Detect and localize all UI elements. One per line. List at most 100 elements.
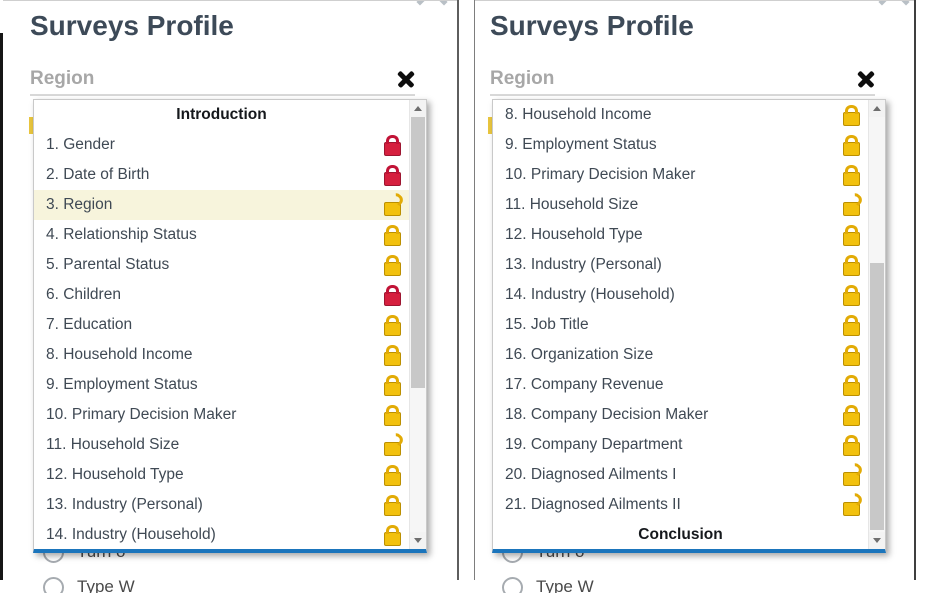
survey-question-row[interactable]: 5. Parental Status (34, 250, 409, 280)
survey-question-row[interactable]: 17. Company Revenue (493, 370, 868, 400)
survey-question-row[interactable]: 14. Industry (Household) (493, 280, 868, 310)
survey-question-row[interactable]: 19. Company Department (493, 430, 868, 460)
survey-question-row[interactable]: 9. Employment Status (34, 370, 409, 400)
survey-question-row[interactable]: 11. Household Size (493, 190, 868, 220)
lock-icon (384, 314, 401, 336)
survey-question-row[interactable]: 3. Region (34, 190, 409, 220)
question-label: 9. Employment Status (46, 376, 198, 393)
unlock-icon (384, 201, 401, 216)
page-title: Surveys Profile (490, 10, 694, 41)
question-list-dropdown: 8. Household Income 9. Employment Status 1… (492, 99, 886, 553)
lock-icon (843, 254, 860, 276)
lock-icon (384, 284, 401, 306)
scroll-up-button[interactable] (410, 100, 426, 117)
scrollbar-thumb[interactable] (411, 117, 425, 388)
survey-question-row[interactable]: 13. Industry (Personal) (34, 490, 409, 520)
question-label: 19. Company Department (505, 436, 683, 453)
question-label: 18. Company Decision Maker (505, 406, 709, 423)
scroll-up-chevron-icon[interactable] (416, 0, 448, 18)
question-label: 6. Children (46, 286, 121, 303)
question-label: 3. Region (46, 196, 113, 213)
scroll-up-button[interactable] (869, 100, 885, 117)
close-icon[interactable] (857, 70, 875, 88)
radio-option[interactable]: Type W (43, 576, 135, 593)
background-highlight-sliver (488, 117, 492, 134)
survey-question-row[interactable]: 16. Organization Size (493, 340, 868, 370)
survey-question-row[interactable]: 18. Company Decision Maker (493, 400, 868, 430)
lock-icon (843, 224, 860, 246)
question-list-dropdown: Introduction 1. Gender 2. Date of Birth 3. … (33, 99, 427, 553)
radio-option-label: Type W (77, 577, 135, 593)
question-label: 15. Job Title (505, 316, 589, 333)
radio-option[interactable]: Type W (502, 576, 594, 593)
page-title: Surveys Profile (30, 10, 234, 41)
survey-question-row[interactable]: 15. Job Title (493, 310, 868, 340)
lock-icon (384, 254, 401, 276)
survey-question-row[interactable]: 10. Primary Decision Maker (34, 400, 409, 430)
background-highlight-sliver (29, 117, 33, 134)
survey-question-row[interactable]: 4. Relationship Status (34, 220, 409, 250)
scrollbar[interactable] (868, 100, 885, 549)
lock-icon (384, 404, 401, 426)
question-label: 11. Household Size (505, 196, 639, 213)
section-header: Introduction (176, 106, 267, 123)
question-list: Introduction 1. Gender 2. Date of Birth 3. … (34, 100, 409, 549)
question-header-row: Region (490, 68, 875, 94)
survey-question-row[interactable]: 11. Household Size (34, 430, 409, 460)
lock-icon (384, 134, 401, 156)
window-border (474, 0, 475, 580)
survey-question-row[interactable]: 14. Industry (Household) (34, 520, 409, 549)
close-icon[interactable] (397, 70, 415, 88)
survey-question-row[interactable]: 13. Industry (Personal) (493, 250, 868, 280)
question-label: 17. Company Revenue (505, 376, 664, 393)
scroll-up-chevron-icon[interactable] (878, 0, 910, 18)
lock-icon (843, 374, 860, 396)
question-name-label: Region (30, 68, 95, 89)
survey-question-row[interactable]: 20. Diagnosed Ailments I (493, 460, 868, 490)
unlock-icon (843, 501, 860, 516)
survey-question-row[interactable]: 12. Household Type (34, 460, 409, 490)
window-border (475, 0, 914, 1)
survey-question-row[interactable]: 8. Household Income (34, 340, 409, 370)
lock-icon (843, 104, 860, 126)
radio-option-label: Type W (536, 577, 594, 593)
survey-panel-left: Surveys Profile Region Turn o Type W Int… (0, 0, 459, 593)
question-name-label: Region (490, 68, 555, 89)
scrollbar-thumb[interactable] (870, 263, 884, 530)
lock-icon (384, 344, 401, 366)
lock-icon (843, 164, 860, 186)
question-label: 11. Household Size (46, 436, 180, 453)
survey-panel-right: Surveys Profile Region Turn o Type W 8. … (474, 0, 916, 593)
survey-question-row[interactable]: 2. Date of Birth (34, 160, 409, 190)
survey-question-row[interactable]: 9. Employment Status (493, 130, 868, 160)
question-label: 14. Industry (Household) (505, 286, 675, 303)
survey-question-row[interactable]: 21. Diagnosed Ailments II (493, 490, 868, 520)
survey-question-row[interactable]: 7. Education (34, 310, 409, 340)
question-label: 10. Primary Decision Maker (46, 406, 237, 423)
radio-icon[interactable] (502, 576, 523, 593)
lock-icon (384, 464, 401, 486)
divider (490, 94, 875, 96)
question-label: 8. Household Income (46, 346, 193, 363)
window-border (3, 0, 458, 1)
scrollbar[interactable] (409, 100, 426, 549)
radio-icon[interactable] (43, 576, 64, 593)
question-label: 5. Parental Status (46, 256, 170, 273)
survey-question-row[interactable]: 6. Children (34, 280, 409, 310)
question-label: 12. Household Type (46, 466, 184, 483)
question-header-row: Region (30, 68, 415, 94)
survey-question-row[interactable]: 8. Household Income (493, 100, 868, 130)
survey-question-row[interactable]: 10. Primary Decision Maker (493, 160, 868, 190)
question-label: 8. Household Income (505, 106, 652, 123)
lock-icon (843, 314, 860, 336)
window-border (914, 0, 916, 580)
lock-icon (384, 164, 401, 186)
scroll-down-button[interactable] (410, 532, 426, 549)
survey-question-row[interactable]: 1. Gender (34, 130, 409, 160)
survey-question-row[interactable]: 12. Household Type (493, 220, 868, 250)
lock-icon (843, 284, 860, 306)
lock-icon (843, 344, 860, 366)
question-label: 7. Education (46, 316, 133, 333)
section-header: Conclusion (638, 526, 723, 543)
scroll-down-button[interactable] (869, 532, 885, 549)
